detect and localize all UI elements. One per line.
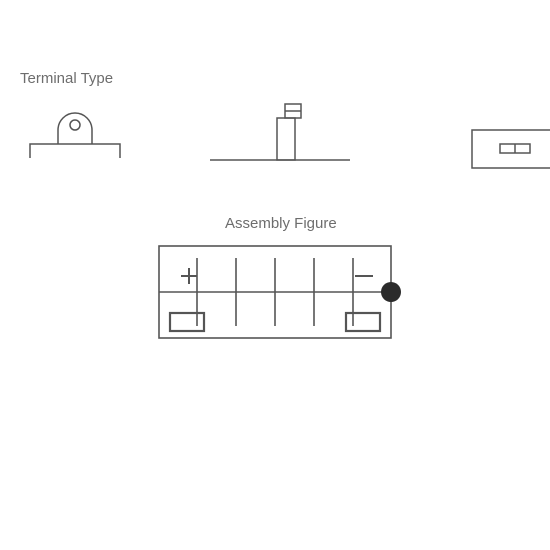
terminal-icon-ring-lug	[20, 100, 130, 170]
assembly-figure-label: Assembly Figure	[225, 215, 337, 232]
assembly-battery-diagram	[145, 238, 415, 353]
terminal-icon-flat-slot	[460, 110, 550, 180]
terminal-type-label: Terminal Type	[20, 70, 113, 87]
terminal-icon-post	[205, 90, 355, 170]
